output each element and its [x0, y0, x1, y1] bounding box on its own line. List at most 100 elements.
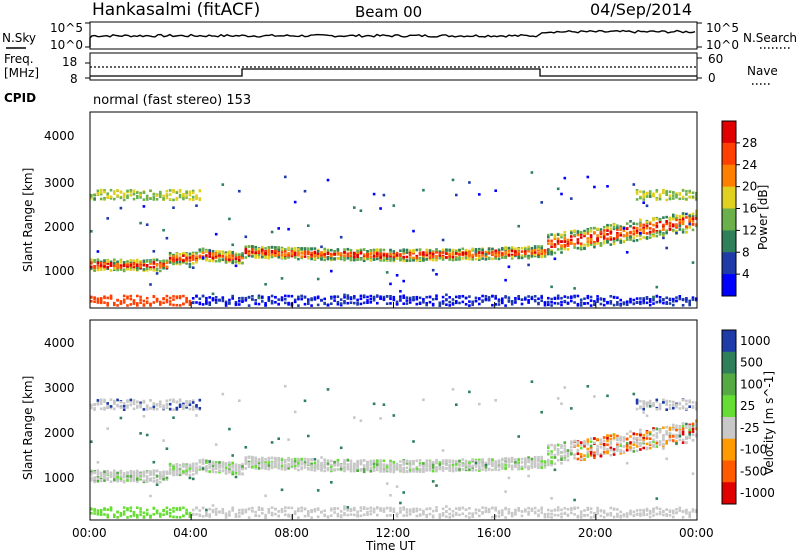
power-cell — [313, 250, 317, 254]
power-cell — [303, 302, 307, 306]
velocity-cell — [510, 514, 514, 518]
power-cell — [408, 296, 412, 300]
power-cell — [175, 252, 179, 256]
velocity-cell — [139, 403, 142, 407]
power-cell — [349, 258, 353, 262]
power-cell — [593, 303, 596, 306]
power-cell — [162, 194, 165, 198]
velocity-cell — [635, 449, 639, 453]
power-cell — [655, 285, 659, 289]
power-cell — [589, 239, 593, 243]
velocity-cell — [455, 511, 458, 515]
velocity-cell — [566, 458, 570, 462]
velocity-cell — [612, 507, 616, 511]
power-cell — [208, 259, 211, 262]
velocity-cell — [238, 515, 241, 518]
power-cell — [520, 250, 524, 253]
power-cell — [681, 220, 685, 223]
velocity-cell — [379, 470, 382, 473]
velocity-cell — [389, 470, 392, 473]
velocity-cell — [346, 513, 350, 517]
power-cell — [576, 238, 580, 241]
velocity-cell — [376, 506, 379, 509]
power-cell — [533, 253, 537, 257]
power-cell — [356, 255, 359, 259]
velocity-cell — [484, 463, 488, 467]
velocity-cell — [609, 511, 613, 515]
power-cell — [570, 238, 573, 242]
power-cell — [231, 254, 234, 258]
power-cell — [152, 250, 156, 253]
power-cell — [563, 245, 567, 249]
velocity-cell — [172, 506, 175, 510]
velocity-cell — [293, 410, 297, 414]
velocity-cell — [468, 390, 471, 394]
power-cell — [159, 192, 162, 196]
power-cell — [293, 300, 297, 303]
power-cell — [172, 206, 175, 209]
velocity-cell — [287, 438, 290, 441]
power-cell — [422, 301, 425, 304]
power-cell — [162, 264, 165, 268]
power-cell — [106, 266, 109, 269]
power-cell — [695, 217, 698, 220]
velocity-cell — [382, 509, 386, 513]
power-cell — [533, 245, 537, 248]
power-cell — [139, 196, 142, 199]
power-cell — [293, 252, 297, 256]
velocity-cell — [494, 462, 497, 466]
velocity-cell — [435, 506, 438, 509]
velocity-cell — [228, 514, 231, 517]
power-cell — [602, 303, 606, 307]
velocity-cell — [675, 428, 678, 432]
velocity-cell — [668, 435, 672, 438]
velocity-cell — [362, 506, 366, 509]
power-cell — [445, 249, 448, 252]
velocity-cell — [579, 516, 583, 519]
velocity-cell — [261, 512, 264, 515]
velocity-cell — [162, 404, 165, 407]
power-cell — [658, 233, 662, 236]
power-cell — [645, 193, 649, 197]
velocity-cell — [399, 468, 402, 471]
velocity-cell — [579, 446, 583, 450]
power-cell — [468, 252, 471, 256]
power-cell — [149, 260, 152, 264]
power-cell — [231, 261, 234, 265]
velocity-cell — [122, 479, 126, 483]
power-cell — [142, 259, 146, 263]
velocity-cell — [300, 459, 303, 462]
velocity-cell — [172, 466, 175, 469]
power-cell — [553, 237, 557, 241]
power-cell — [113, 190, 116, 193]
power-cell — [589, 299, 593, 302]
velocity-cell — [570, 407, 573, 410]
power-cell — [264, 303, 267, 307]
power-cell — [675, 214, 678, 217]
freq-tick-high: 18 — [62, 55, 77, 69]
velocity-cell — [471, 458, 474, 462]
velocity-cell — [90, 469, 93, 472]
power-cell — [385, 295, 389, 298]
velocity-cell — [540, 410, 543, 414]
velocity-cell — [113, 407, 116, 411]
velocity-cell — [655, 441, 659, 445]
power-cell — [129, 261, 133, 264]
velocity-cell — [573, 453, 576, 456]
velocity-cell — [448, 507, 451, 511]
velocity-cell — [280, 467, 284, 470]
power-cell — [668, 194, 672, 197]
velocity-cell — [119, 514, 123, 517]
power-cell — [563, 233, 567, 237]
power-cell — [168, 251, 172, 255]
power-cell — [468, 300, 471, 303]
velocity-cell — [425, 459, 428, 462]
power-cell — [527, 301, 530, 304]
power-cell — [668, 216, 672, 220]
velocity-cell — [356, 460, 359, 464]
velocity-cell — [208, 470, 211, 473]
power-cell — [629, 238, 632, 241]
velocity-cell — [168, 470, 172, 473]
velocity-cell — [353, 513, 356, 517]
velocity-cell — [550, 512, 553, 516]
